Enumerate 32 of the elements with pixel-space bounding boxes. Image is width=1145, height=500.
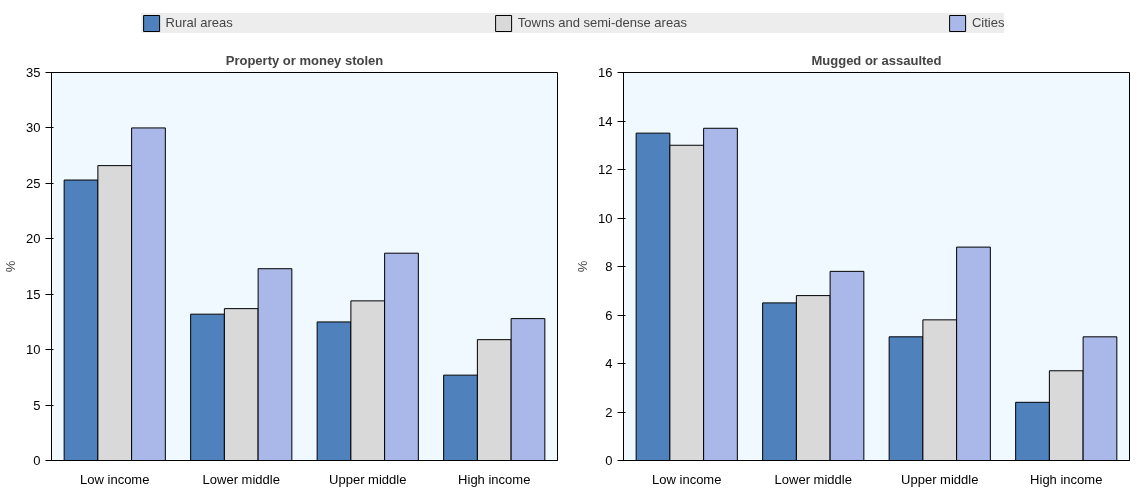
y-tick-label: 2	[605, 404, 613, 420]
y-tick-label: 30	[26, 120, 41, 136]
y-tick-label: 16	[598, 65, 613, 80]
x-tick-label: Upper middle	[329, 471, 407, 487]
y-tick-label: 14	[598, 113, 613, 129]
y-tick-label: 0	[33, 453, 41, 468]
legend-label: Rural areas	[165, 15, 233, 30]
legend-label: Towns and semi-dense areas	[517, 15, 687, 30]
y-tick-label: 20	[26, 231, 41, 247]
y-tick-label: 5	[33, 397, 41, 413]
chart-title: Property or money stolen	[225, 52, 384, 68]
y-tick-label: 35	[26, 65, 41, 80]
y-tick-label: 15	[26, 286, 41, 302]
y-axis-title: %	[3, 260, 19, 273]
x-tick-label: High income	[458, 471, 531, 487]
y-axis-title: %	[575, 260, 591, 273]
x-tick-label: Upper middle	[901, 471, 979, 487]
y-tick-label: 0	[605, 453, 613, 468]
y-tick-label: 6	[605, 307, 613, 323]
chart-title: Mugged or assaulted	[811, 52, 942, 68]
x-tick-label: Lower middle	[774, 471, 852, 487]
y-tick-label: 10	[26, 342, 41, 358]
x-tick-label: Low income	[652, 471, 722, 487]
y-tick-label: 4	[605, 356, 613, 371]
y-tick-label: 25	[26, 175, 41, 191]
x-tick-label: Lower middle	[202, 471, 280, 487]
x-tick-label: Low income	[80, 471, 150, 487]
y-tick-label: 10	[598, 210, 613, 226]
legend-label: Cities	[971, 15, 1005, 30]
y-tick-label: 12	[598, 162, 613, 177]
y-tick-label: 8	[605, 259, 613, 274]
x-tick-label: High income	[1030, 471, 1103, 487]
